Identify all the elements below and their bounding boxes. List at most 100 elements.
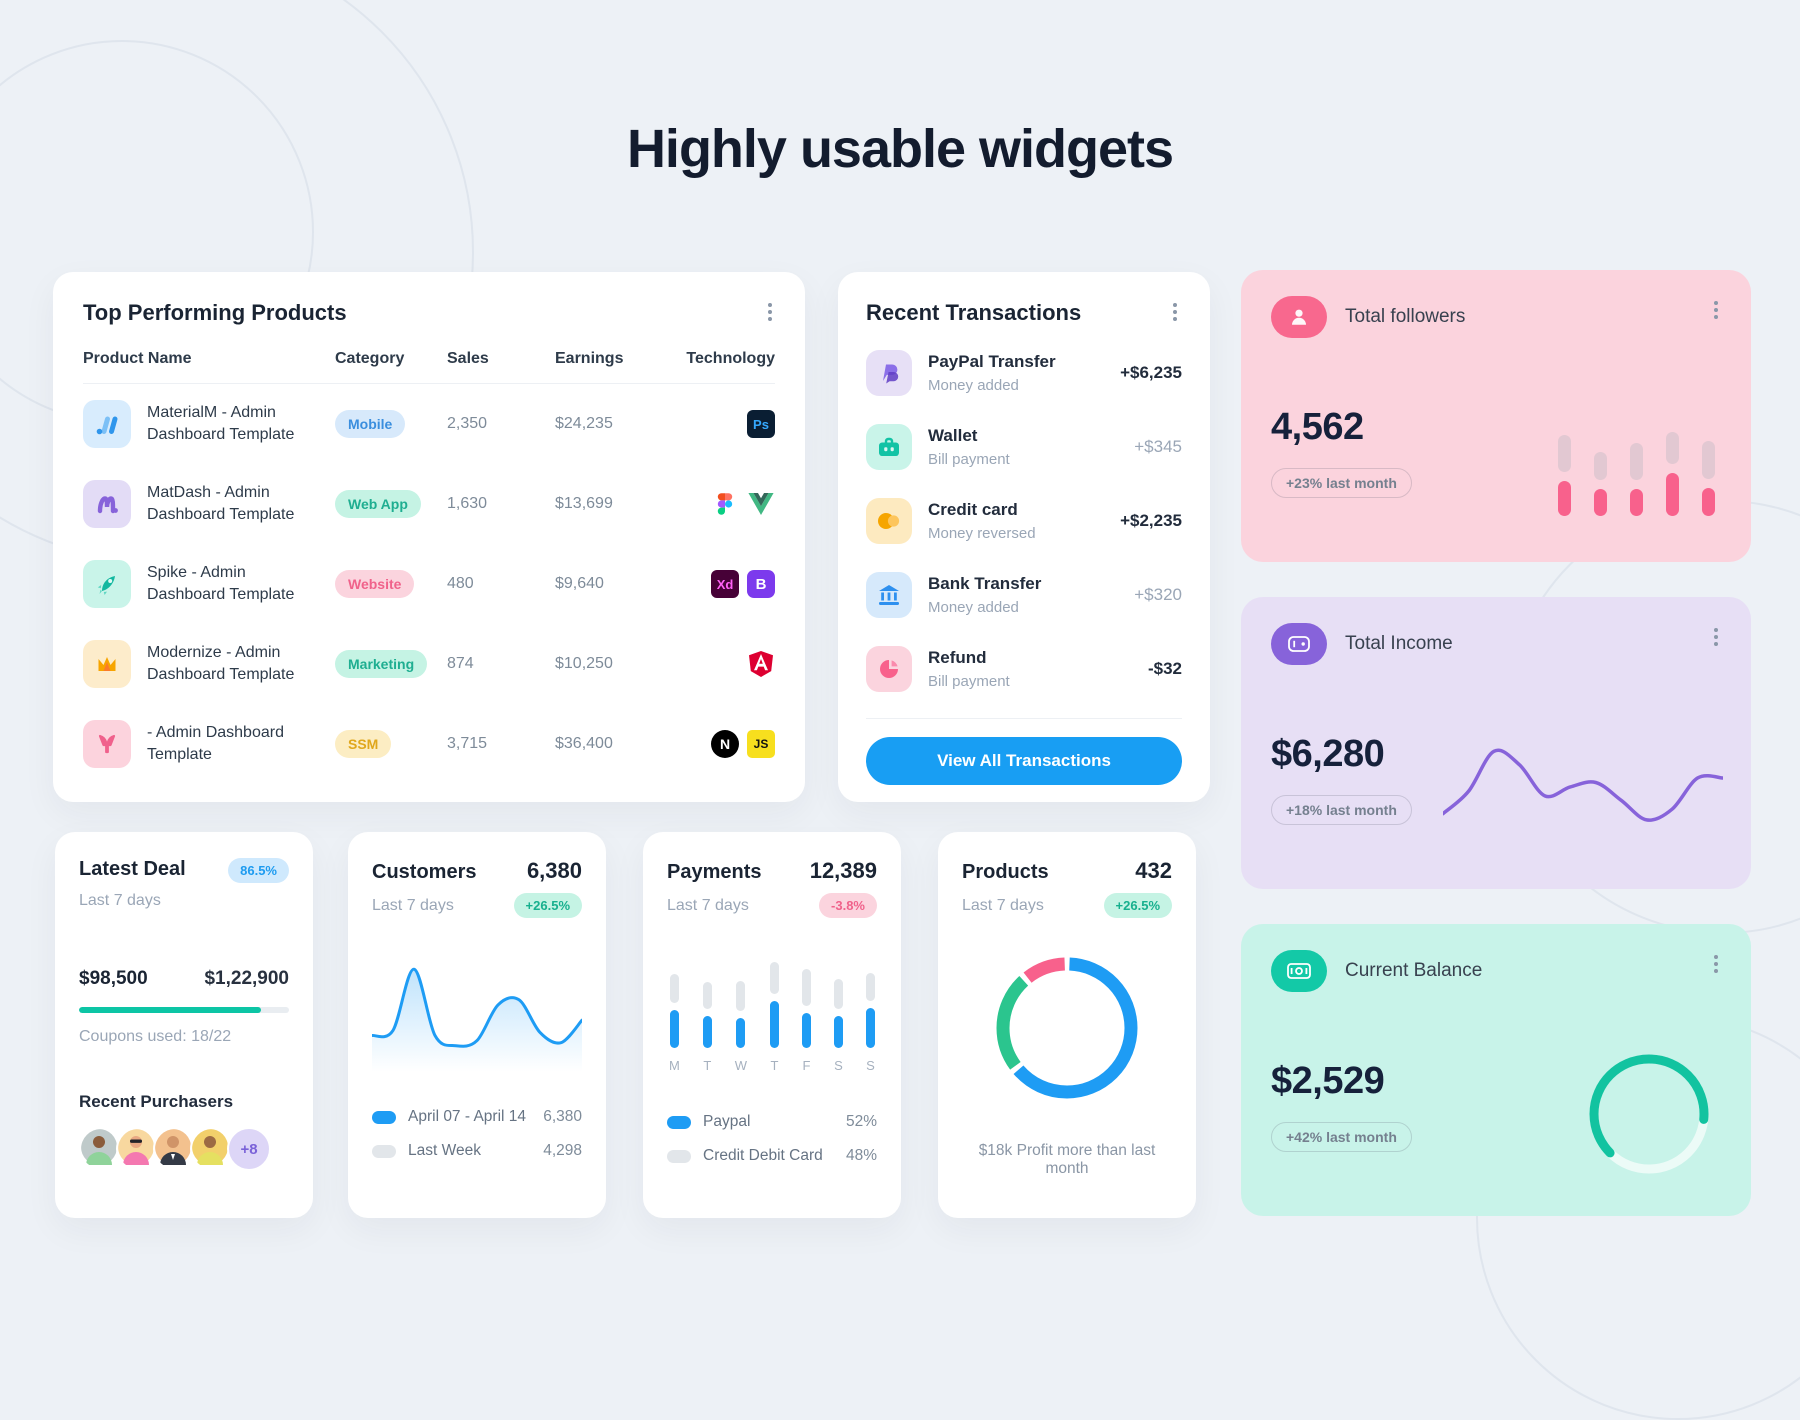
legend-swatch-blue bbox=[667, 1115, 691, 1129]
figma-icon bbox=[711, 490, 739, 518]
legend-value: 4,298 bbox=[543, 1142, 582, 1159]
col-technology: Technology bbox=[686, 350, 775, 367]
bootstrap-icon: B bbox=[747, 570, 775, 598]
current-balance-card: Current Balance $2,529 +42% last month bbox=[1241, 924, 1751, 1216]
transaction-item: Credit card Money reversed +$2,235 bbox=[866, 484, 1182, 558]
transaction-desc: Money added bbox=[928, 377, 1019, 394]
legend-value: 48% bbox=[845, 1147, 877, 1164]
recent-purchasers-label: Recent Purchasers bbox=[79, 1092, 234, 1111]
payments-value: 12,389 bbox=[809, 858, 877, 883]
deal-current-amount: $98,500 bbox=[79, 968, 148, 989]
customers-change-badge: +26.5% bbox=[513, 893, 582, 918]
page-title: Highly usable widgets bbox=[626, 119, 1174, 179]
sales-value: 874 bbox=[447, 655, 474, 672]
deal-subtitle: Last 7 days bbox=[79, 892, 161, 909]
vuejs-icon bbox=[747, 490, 775, 518]
customers-subtitle: Last 7 days bbox=[372, 896, 454, 914]
followers-label: Total followers bbox=[1345, 306, 1466, 327]
balance-value: $2,529 bbox=[1271, 1060, 1385, 1102]
col-sales: Sales bbox=[447, 350, 489, 367]
legend-item: Paypal 52% bbox=[667, 1113, 877, 1131]
view-all-transactions-button[interactable]: View All Transactions bbox=[866, 737, 1182, 785]
kebab-menu-icon[interactable] bbox=[1705, 298, 1727, 322]
product-name: MatDash - Admin Dashboard Template bbox=[147, 484, 295, 523]
transaction-item: Refund Bill payment -$32 bbox=[866, 632, 1182, 706]
transaction-desc: Bill payment bbox=[928, 673, 1010, 690]
product-name: MaterialM - Admin Dashboard Template bbox=[147, 404, 295, 443]
total-income-card: Total Income $6,280 +18% last month bbox=[1241, 597, 1751, 889]
balance-change-badge: +42% last month bbox=[1271, 1122, 1412, 1152]
kebab-menu-icon[interactable] bbox=[1705, 625, 1727, 649]
category-badge: Web App bbox=[335, 490, 421, 518]
table-row: Modernize - Admin Dashboard Template Mar… bbox=[83, 624, 775, 704]
balance-label: Current Balance bbox=[1345, 960, 1483, 981]
purchaser-avatars: +8 bbox=[79, 1127, 289, 1171]
sales-value: 1,630 bbox=[447, 495, 488, 512]
total-followers-card: Total followers 4,562 +23% last month bbox=[1241, 270, 1751, 562]
earnings-value: $36,400 bbox=[555, 735, 613, 752]
followers-change-badge: +23% last month bbox=[1271, 468, 1412, 498]
earnings-value: $24,235 bbox=[555, 415, 613, 432]
legend-label: Paypal bbox=[703, 1113, 751, 1130]
transaction-desc: Bill payment bbox=[928, 451, 1010, 468]
kebab-menu-icon[interactable] bbox=[759, 300, 781, 324]
category-badge: Mobile bbox=[335, 410, 406, 438]
transaction-name: Refund bbox=[928, 648, 987, 667]
customers-area-chart bbox=[372, 967, 582, 1072]
product-name: Modernize - Admin Dashboard Template bbox=[147, 644, 295, 683]
table-header: Product Name Category Sales Earnings Tec… bbox=[83, 350, 775, 384]
legend-label: Credit Debit Card bbox=[703, 1147, 823, 1164]
balance-progress-ring bbox=[1589, 1054, 1709, 1174]
transaction-name: PayPal Transfer bbox=[928, 352, 1056, 371]
transaction-desc: Money reversed bbox=[928, 525, 1036, 542]
legend-item: Credit Debit Card 48% bbox=[667, 1147, 877, 1165]
balance-banknote-icon bbox=[1271, 950, 1327, 992]
sales-value: 3,715 bbox=[447, 735, 488, 752]
income-line-chart bbox=[1443, 748, 1723, 822]
divider bbox=[866, 718, 1182, 719]
income-change-badge: +18% last month bbox=[1271, 795, 1412, 825]
products-caption: $18k Profit more than last month bbox=[978, 1142, 1156, 1177]
transaction-item: PayPal Transfer Money added +$6,235 bbox=[866, 336, 1182, 410]
refund-pie-icon bbox=[866, 646, 912, 692]
transaction-item: Wallet Bill payment +$345 bbox=[866, 410, 1182, 484]
legend-label: April 07 - April 14 bbox=[408, 1108, 527, 1125]
transaction-name: Bank Transfer bbox=[928, 574, 1042, 593]
payments-title: Payments bbox=[667, 861, 762, 883]
kebab-menu-icon[interactable] bbox=[1164, 300, 1186, 324]
sales-value: 2,350 bbox=[447, 415, 488, 432]
spike-logo-icon bbox=[83, 560, 131, 608]
angular-icon bbox=[747, 650, 775, 678]
legend-item: April 07 - April 14 6,380 bbox=[372, 1108, 582, 1126]
sales-value: 480 bbox=[447, 575, 474, 592]
earnings-value: $13,699 bbox=[555, 495, 613, 512]
legend-value: 52% bbox=[845, 1113, 877, 1130]
kebab-menu-icon[interactable] bbox=[1705, 952, 1727, 976]
deal-percent-badge: 86.5% bbox=[228, 858, 289, 883]
followers-user-icon bbox=[1271, 296, 1327, 338]
category-badge: Website bbox=[335, 570, 415, 598]
transaction-amount: +$345 bbox=[1134, 437, 1182, 456]
legend-swatch-blue bbox=[372, 1110, 396, 1124]
top-products-card: Top Performing Products Product Name Cat… bbox=[53, 272, 805, 802]
nextjs-icon: N bbox=[711, 730, 739, 758]
more-purchasers-count: +8 bbox=[227, 1127, 271, 1171]
legend-swatch-gray bbox=[667, 1149, 691, 1163]
credit-card-icon bbox=[866, 498, 912, 544]
photoshop-icon: Ps bbox=[747, 410, 775, 438]
pink-bird-logo-icon bbox=[83, 720, 131, 768]
payments-change-badge: -3.8% bbox=[819, 893, 877, 918]
followers-bar-chart bbox=[1558, 416, 1715, 516]
deal-coupons-text: Coupons used: 18/22 bbox=[79, 1028, 232, 1045]
latest-deal-card: Latest Deal 86.5% Last 7 days $98,500 $1… bbox=[55, 832, 313, 1218]
paypal-icon bbox=[866, 350, 912, 396]
adobe-xd-icon: Xd bbox=[711, 570, 739, 598]
income-wallet-icon bbox=[1271, 623, 1327, 665]
transaction-name: Wallet bbox=[928, 426, 978, 445]
col-earnings: Earnings bbox=[555, 350, 624, 367]
followers-value: 4,562 bbox=[1271, 406, 1364, 448]
products-title: Products bbox=[962, 861, 1049, 883]
customers-title: Customers bbox=[372, 861, 477, 883]
legend-value: 6,380 bbox=[543, 1108, 582, 1125]
products-subtitle: Last 7 days bbox=[962, 896, 1044, 914]
